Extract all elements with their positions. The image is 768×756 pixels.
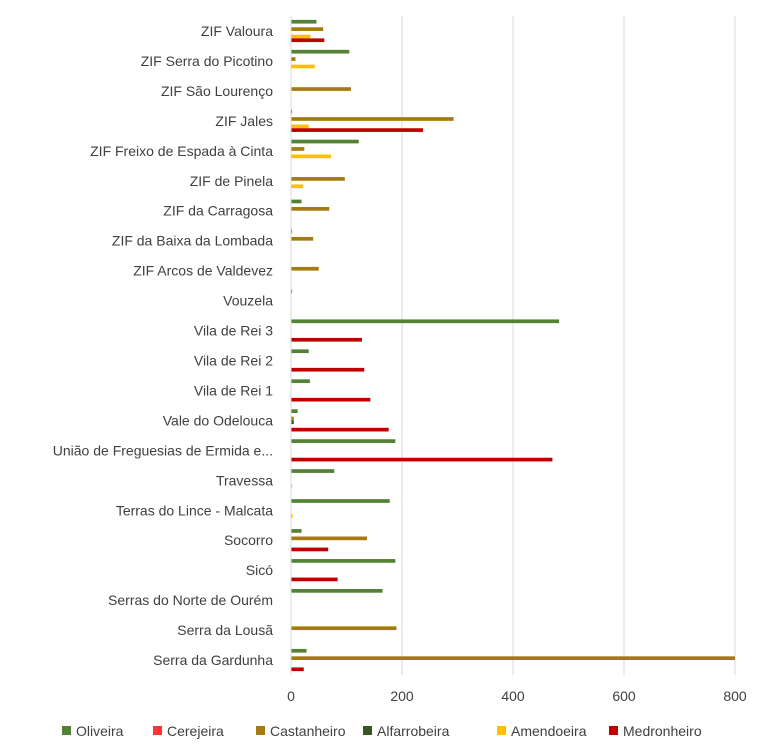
bar-amendoeira-4: [291, 154, 331, 159]
x-tick-label: 400: [501, 688, 525, 704]
bar-castanheiro-21: [291, 656, 735, 661]
legend[interactable]: Oliveira Cerejeira Castanheiro Alfarrobeira…: [62, 723, 702, 739]
category-label: ZIF de Pinela: [190, 173, 273, 189]
category-label: Vale do Odelouca: [163, 412, 273, 428]
category-labels: ZIF Valoura ZIF Serra do Picotino ZIF São …: [53, 23, 273, 668]
category-label: Travessa: [216, 472, 273, 488]
category-label: Terras do Lince - Malcata: [116, 502, 273, 518]
bar-castanheiro-0: [291, 27, 324, 31]
category-label: Socorro: [224, 532, 273, 548]
legend-swatch-medronheiro: [609, 726, 618, 735]
bar-medronheiro-21: [291, 667, 304, 672]
category-label: ZIF Arcos de Valdevez: [133, 263, 273, 279]
bar-oliveira-14: [291, 439, 396, 443]
legend-label-cerejeira[interactable]: Cerejeira: [167, 723, 224, 739]
x-tick-labels: 0 200 400 600 800: [287, 688, 747, 704]
bar-amendoeira-3: [291, 124, 309, 129]
bar-medronheiro-10: [291, 337, 363, 342]
bar-medronheiro-11: [291, 367, 365, 372]
category-label: ZIF Jales: [215, 113, 273, 129]
category-label: ZIF Valoura: [201, 23, 273, 39]
bar-oliveira-15: [291, 469, 335, 473]
bar-oliveira-17: [291, 529, 302, 533]
bar-castanheiro-4: [291, 147, 305, 151]
bar-oliveira-21: [291, 648, 307, 653]
bar-medronheiro-13: [291, 427, 389, 432]
bar-oliveira-18: [291, 559, 396, 563]
bar-castanheiro-17: [291, 536, 368, 541]
category-label: Sicó: [246, 562, 273, 578]
bar-alfarrobeira-13: [291, 420, 294, 425]
bar-oliveira-1: [291, 49, 350, 54]
bar-oliveira-6: [291, 199, 302, 204]
bar-oliveira-19: [291, 589, 383, 593]
category-label: Vila de Rei 2: [194, 353, 273, 369]
x-tick-label: 600: [612, 688, 636, 704]
bar-castanheiro-3: [291, 117, 454, 121]
legend-label-alfarrobeira[interactable]: Alfarrobeira: [377, 723, 450, 739]
bar-oliveira-13: [291, 409, 298, 413]
legend-label-oliveira[interactable]: Oliveira: [76, 723, 124, 739]
bar-castanheiro-20: [291, 626, 397, 631]
legend-swatch-cerejeira: [153, 726, 162, 735]
gridlines: [401, 16, 736, 675]
legend-label-amendoeira[interactable]: Amendoeira: [511, 723, 587, 739]
bar-medronheiro-3: [291, 128, 424, 132]
bar-oliveira-11: [291, 349, 309, 354]
legend-swatch-castanheiro: [256, 726, 265, 735]
bar-castanheiro-5: [291, 177, 345, 181]
category-label: ZIF da Carragosa: [163, 203, 273, 219]
bar-oliveira-4: [291, 139, 359, 144]
category-label: Serras do Norte de Ourém: [108, 592, 273, 608]
legend-label-medronheiro[interactable]: Medronheiro: [623, 723, 702, 739]
bar-oliveira-3: [291, 109, 293, 114]
bar-castanheiro-6: [291, 207, 330, 211]
bar-medronheiro-18: [291, 577, 338, 582]
bar-medronheiro-14: [291, 457, 553, 462]
x-tick-label: 0: [287, 688, 295, 704]
bar-amendoeira-1: [291, 64, 315, 69]
category-label: Serra da Lousã: [177, 622, 273, 638]
x-tick-label: 200: [390, 688, 414, 704]
bar-oliveira-10: [291, 319, 560, 324]
bar-castanheiro-13: [291, 416, 294, 421]
legend-swatch-amendoeira: [497, 726, 506, 735]
category-label: ZIF São Lourenço: [161, 83, 273, 99]
legend-swatch-oliveira: [62, 726, 71, 735]
bar-oliveira-12: [291, 379, 310, 384]
bar-oliveira-0: [291, 19, 317, 24]
legend-swatch-alfarrobeira: [363, 726, 372, 735]
bar-amendoeira-5: [291, 184, 304, 189]
category-label: Vila de Rei 1: [194, 382, 273, 398]
category-label: União de Freguesias de Ermida e...: [53, 442, 273, 458]
category-label: Serra da Gardunha: [153, 652, 273, 668]
bar-oliveira-16: [291, 499, 390, 503]
bar-castanheiro-8: [291, 266, 319, 271]
category-label: ZIF Freixo de Espada à Cinta: [90, 143, 273, 159]
bar-castanheiro-1: [291, 57, 296, 61]
category-label: ZIF da Baixa da Lombada: [112, 233, 273, 249]
bar-castanheiro-2: [291, 87, 351, 91]
bar-amendoeira-0: [291, 34, 311, 39]
x-tick-label: 800: [723, 688, 747, 704]
bars: [291, 19, 735, 672]
bar-amendoeira-16: [291, 513, 293, 518]
bar-amendoeira-15: [291, 484, 293, 488]
category-label: ZIF Serra do Picotino: [141, 53, 273, 69]
bar-medronheiro-12: [291, 397, 371, 402]
bar-oliveira-7: [291, 229, 293, 234]
category-label: Vouzela: [223, 293, 273, 309]
bar-castanheiro-7: [291, 236, 314, 241]
bar-oliveira-9: [291, 289, 293, 294]
bar-medronheiro-0: [291, 38, 325, 43]
legend-label-castanheiro[interactable]: Castanheiro: [270, 723, 346, 739]
category-label: Vila de Rei 3: [194, 323, 273, 339]
bar-medronheiro-17: [291, 547, 329, 552]
